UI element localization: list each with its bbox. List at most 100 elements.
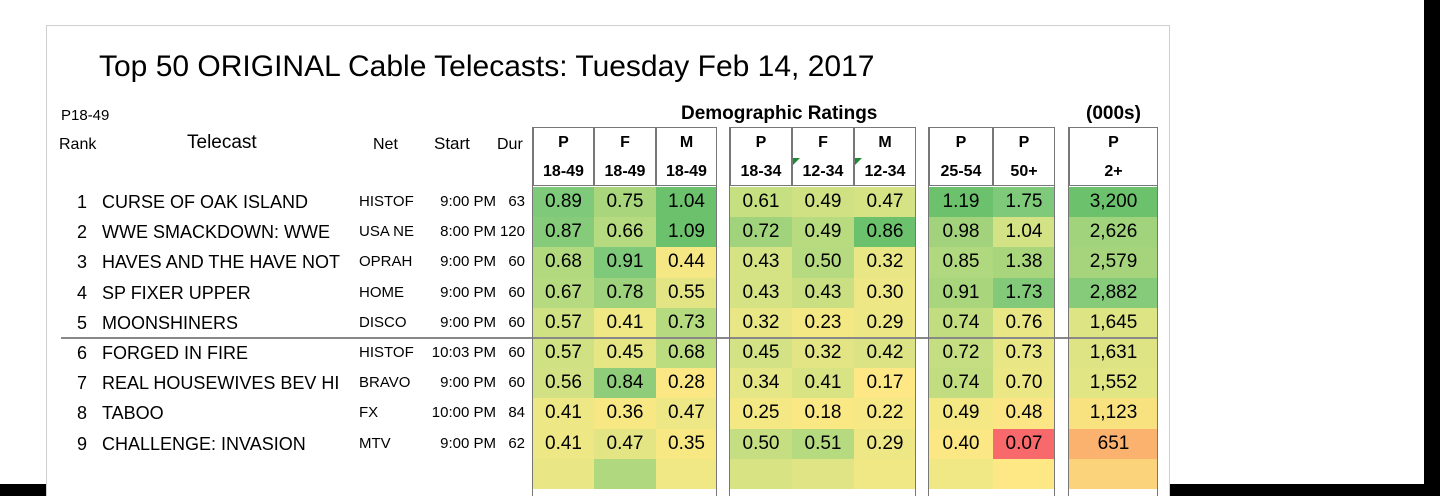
rating-cell: 1.38: [993, 247, 1055, 279]
rank-cell: [67, 459, 87, 489]
column-header-4: P: [730, 127, 792, 157]
group-divider: [61, 337, 1158, 339]
rating-cell: 0.23: [792, 307, 854, 339]
rating-cell: 0.47: [854, 187, 916, 218]
start-header: Start: [434, 134, 470, 153]
rating-cell: 0.72: [929, 338, 993, 369]
rating-cell: 0.78: [594, 277, 656, 309]
comment-marker-icon: [793, 158, 800, 165]
rating-cell: 0.87: [533, 217, 594, 248]
rating-cell: 0.74: [929, 368, 993, 399]
rating-cell: 0.44: [656, 247, 717, 279]
dur-cell: [497, 459, 525, 489]
start-cell: 8:00 PM: [440, 223, 496, 241]
rating-cell: 0.98: [929, 217, 993, 248]
ratings-sheet: Top 50 ORIGINAL Cable Telecasts: Tuesday…: [46, 25, 1170, 496]
telecast-cell: MOONSHINERS: [102, 312, 239, 333]
rank-header: Rank: [59, 136, 97, 153]
rating-cell: 0.18: [792, 398, 854, 430]
rating-cell: 0.76: [993, 307, 1055, 339]
rating-cell: 1,631: [1069, 338, 1158, 369]
rank-cell: 3: [76, 252, 87, 273]
rating-cell: 0.25: [730, 398, 792, 430]
rank-cell: 8: [76, 403, 87, 424]
rating-cell: 0.28: [656, 368, 717, 399]
rank-cell: 1: [76, 192, 87, 212]
column-header-9: P: [1069, 127, 1158, 157]
group-border: [729, 127, 730, 496]
column-header-1: P: [533, 127, 594, 157]
dur-cell: 60: [508, 283, 525, 301]
rating-cell: 0.36: [594, 398, 656, 430]
rank-cell: 7: [76, 373, 87, 394]
rating-cell: 0.66: [594, 217, 656, 248]
rating-cell: 0.55: [656, 277, 717, 309]
rating-cell: 0.35: [656, 428, 717, 460]
rating-cell: 0.43: [730, 247, 792, 279]
rating-cell: 0.70: [993, 368, 1055, 399]
demographic-ratings-header: Demographic Ratings: [681, 103, 878, 124]
net-cell: [359, 459, 419, 489]
rating-cell: 0.72: [730, 217, 792, 248]
telecast-cell: CHALLENGE: INVASION: [102, 433, 306, 454]
comment-marker-icon: [855, 158, 862, 165]
group-border: [915, 127, 916, 496]
rating-cell: 651: [1069, 428, 1158, 460]
rating-cell: 0.50: [730, 428, 792, 460]
net-cell: USA NE: [359, 223, 415, 241]
rating-cell: 2,579: [1069, 247, 1158, 279]
rating-cell: 3,200: [1069, 187, 1158, 218]
rating-cell: 1,552: [1069, 368, 1158, 399]
net-cell: MTV: [359, 434, 391, 452]
net-cell: HISTOF: [359, 193, 414, 210]
rating-cell: [993, 458, 1055, 490]
rating-cell: 0.41: [792, 368, 854, 399]
column-header-5: F: [792, 127, 854, 157]
start-cell: 9:00 PM: [440, 283, 496, 301]
start-cell: 9:00 PM: [440, 374, 496, 392]
rating-cell: 0.41: [594, 307, 656, 339]
rating-cell: 0.68: [533, 247, 594, 279]
rating-cell: 0.47: [594, 428, 656, 460]
rating-cell: 0.49: [792, 187, 854, 218]
rating-cell: 0.45: [730, 338, 792, 369]
rating-cell: 0.57: [533, 338, 594, 369]
rating-cell: 0.40: [929, 428, 993, 460]
group-border: [1068, 127, 1069, 496]
rating-cell: 0.29: [854, 307, 916, 339]
rating-cell: 0.43: [792, 277, 854, 309]
telecast-header: Telecast: [187, 132, 257, 153]
rating-cell: 0.48: [993, 398, 1055, 430]
net-cell: HOME: [359, 283, 404, 301]
rating-cell: 0.51: [792, 428, 854, 460]
rating-cell: 0.47: [656, 398, 717, 430]
sort-label: P18-49: [61, 107, 110, 124]
rating-cell: 0.57: [533, 307, 594, 339]
rating-cell: 0.42: [854, 338, 916, 369]
rating-cell: 0.41: [533, 398, 594, 430]
dur-cell: 60: [508, 344, 525, 361]
start-cell: 9:00 PM: [440, 253, 496, 271]
rating-cell: 1.04: [656, 187, 717, 218]
rating-cell: 1.73: [993, 277, 1055, 309]
rating-cell: 0.30: [854, 277, 916, 309]
net-cell: BRAVO: [359, 374, 411, 392]
rating-cell: 1,123: [1069, 398, 1158, 430]
rating-cell: 0.49: [792, 217, 854, 248]
column-subheader-1: 18-49: [533, 157, 594, 186]
rating-cell: 0.50: [792, 247, 854, 279]
rank-cell: 9: [76, 433, 87, 454]
rating-cell: [929, 458, 993, 490]
thousands-header: (000s): [1086, 103, 1141, 124]
group-border: [532, 127, 533, 496]
rating-cell: 0.32: [792, 338, 854, 369]
dur-header: Dur: [497, 136, 523, 153]
rating-cell: 0.75: [594, 187, 656, 218]
rating-cell: 0.45: [594, 338, 656, 369]
rating-cell: [1069, 458, 1158, 490]
group-border: [1054, 127, 1055, 496]
rank-cell: 6: [76, 343, 87, 363]
rating-cell: 1.75: [993, 187, 1055, 218]
group-border: [928, 127, 929, 496]
telecast-cell: CURSE OF OAK ISLAND: [102, 192, 309, 212]
